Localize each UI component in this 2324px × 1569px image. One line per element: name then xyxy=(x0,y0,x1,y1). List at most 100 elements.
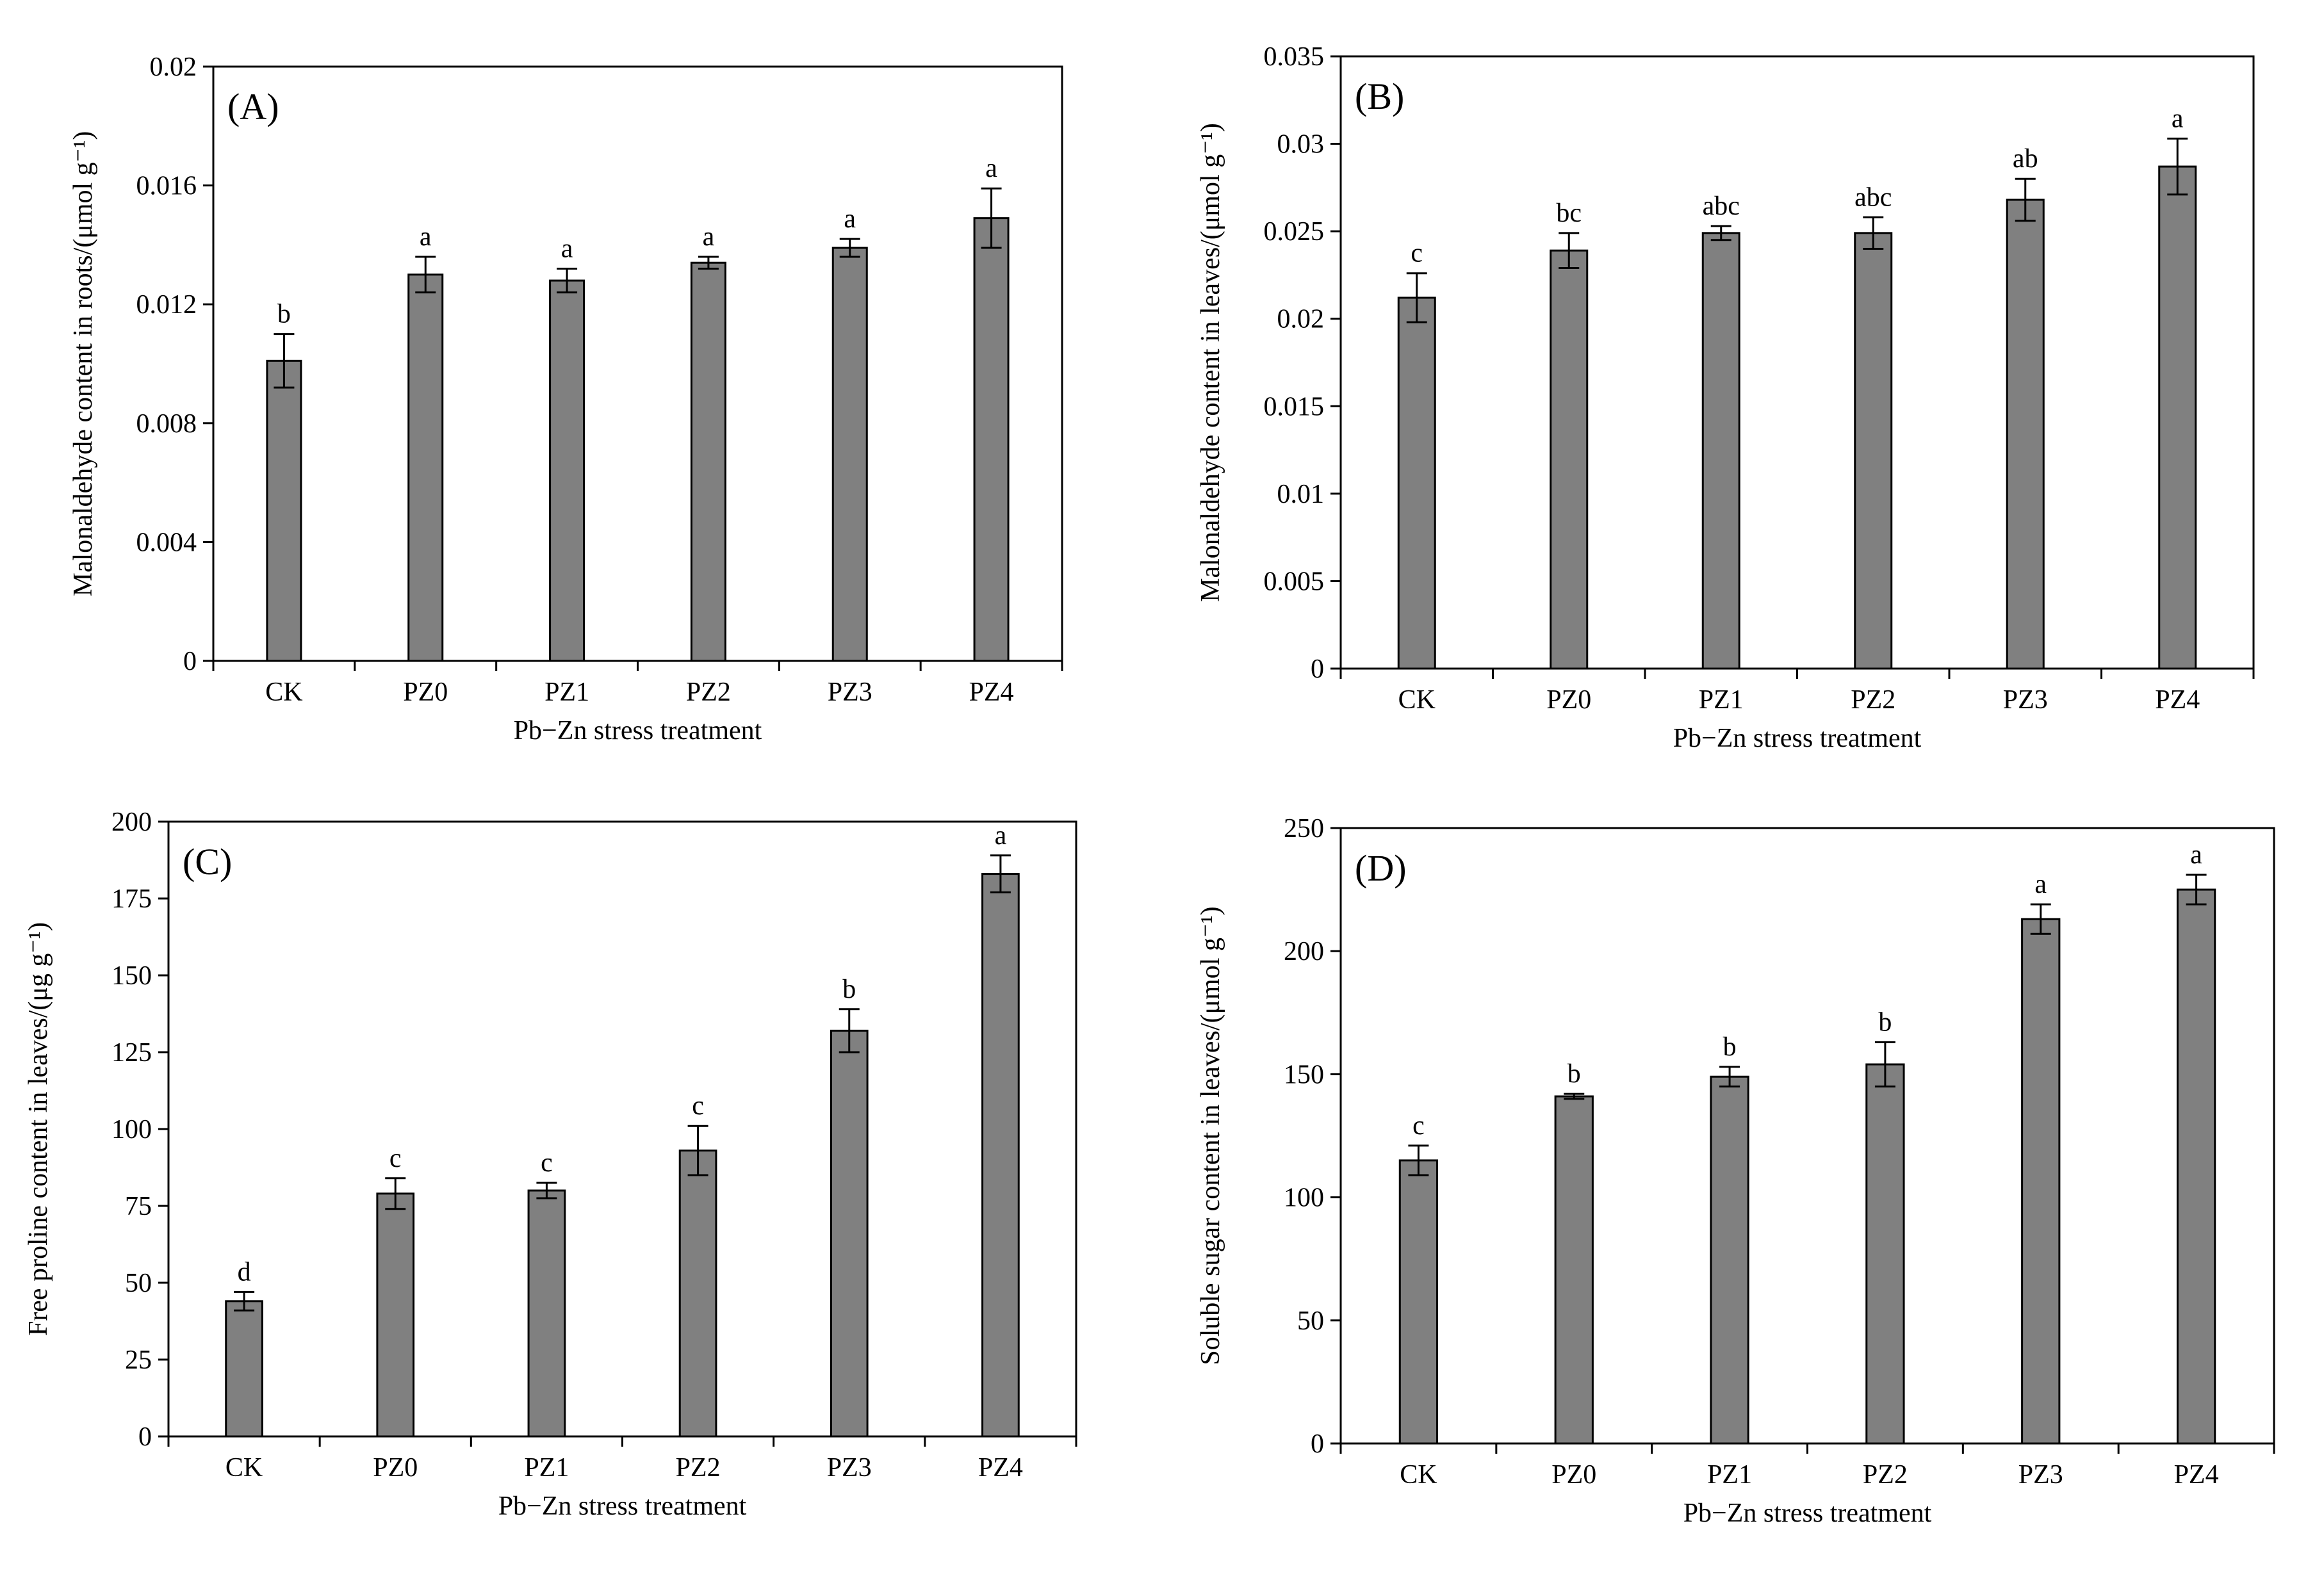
y-tick-label: 0.02 xyxy=(1277,305,1325,334)
x-tick-label: CK xyxy=(1400,1460,1437,1490)
x-tick-label: PZ0 xyxy=(373,1453,418,1483)
bar-pz2 xyxy=(1854,232,1893,670)
x-axis-title: Pb−Zn stress treatment xyxy=(498,1492,747,1521)
y-tick-label: 175 xyxy=(111,884,152,914)
y-tick-label: 0 xyxy=(138,1422,152,1452)
y-tick-label: 100 xyxy=(111,1115,152,1144)
x-tick-label: PZ0 xyxy=(1551,1460,1596,1490)
bar-pz3 xyxy=(2021,918,2061,1445)
y-tick-label: 75 xyxy=(125,1192,152,1221)
y-tick-label: 25 xyxy=(125,1345,152,1375)
significance-letter: c xyxy=(389,1144,402,1173)
bar-pz3 xyxy=(2006,199,2045,670)
y-tick-label: 0.02 xyxy=(150,53,197,82)
x-tick-label: CK xyxy=(225,1453,263,1483)
significance-letter: a xyxy=(2172,104,2184,133)
bar-ck xyxy=(1397,297,1436,670)
plot-frame xyxy=(1339,827,2275,1445)
x-tick-label: PZ1 xyxy=(1707,1460,1752,1490)
x-tick-label: PZ2 xyxy=(686,678,731,707)
panel-label: (A) xyxy=(227,86,279,127)
y-tick-label: 0 xyxy=(183,647,197,676)
x-tick-label: PZ1 xyxy=(1699,685,1744,715)
y-axis-title: Free proline content in leaves/(μg g⁻¹) xyxy=(24,922,53,1336)
y-tick-label: 0.004 xyxy=(136,528,197,557)
bar-pz2 xyxy=(678,1150,717,1438)
bar-pz0 xyxy=(407,273,444,662)
x-axis-title: Pb−Zn stress treatment xyxy=(514,716,762,745)
significance-letter: a xyxy=(995,821,1007,850)
y-tick-label: 0 xyxy=(1311,1429,1324,1459)
x-tick-label: PZ3 xyxy=(2003,685,2048,715)
bar-pz0 xyxy=(1550,249,1589,670)
x-axis-title: Pb−Zn stress treatment xyxy=(1673,724,1922,753)
y-tick-label: 0.012 xyxy=(136,290,197,320)
significance-letter: b xyxy=(1567,1059,1581,1089)
y-tick-label: 0.03 xyxy=(1277,130,1325,159)
bar-ck xyxy=(1398,1159,1439,1445)
bar-pz2 xyxy=(690,261,726,662)
panel-label: (B) xyxy=(1355,76,1404,117)
bar-pz1 xyxy=(527,1189,566,1438)
significance-letter: c xyxy=(692,1091,704,1121)
plot-frame xyxy=(212,65,1063,662)
significance-letter: a xyxy=(561,234,573,264)
x-tick-label: PZ3 xyxy=(828,678,872,707)
significance-letter: a xyxy=(844,204,856,234)
bar-pz0 xyxy=(376,1192,415,1438)
bar-ck xyxy=(225,1300,263,1438)
x-tick-label: PZ1 xyxy=(524,1453,569,1483)
y-tick-label: 125 xyxy=(111,1038,152,1068)
y-tick-label: 0.035 xyxy=(1264,42,1325,72)
y-tick-label: 0.016 xyxy=(136,172,197,201)
y-tick-label: 50 xyxy=(125,1269,152,1298)
significance-letter: b xyxy=(277,300,291,329)
y-tick-label: 100 xyxy=(1284,1183,1324,1213)
y-tick-label: 200 xyxy=(1284,937,1324,966)
y-tick-label: 0.008 xyxy=(136,409,197,439)
y-tick-label: 150 xyxy=(111,961,152,991)
significance-letter: b xyxy=(842,975,856,1004)
panel-label: (C) xyxy=(183,841,232,882)
x-tick-label: PZ4 xyxy=(978,1453,1023,1483)
x-tick-label: PZ2 xyxy=(1851,685,1895,715)
significance-letter: c xyxy=(1412,1111,1425,1141)
y-tick-label: 0.015 xyxy=(1264,392,1325,421)
significance-letter: d xyxy=(238,1257,251,1287)
bar-pz1 xyxy=(1710,1075,1749,1445)
bar-pz1 xyxy=(1701,232,1740,670)
bar-pz4 xyxy=(2158,165,2197,670)
x-tick-label: PZ2 xyxy=(676,1453,721,1483)
significance-letter: c xyxy=(541,1148,553,1178)
x-tick-label: PZ3 xyxy=(827,1453,872,1483)
x-tick-label: CK xyxy=(1398,685,1436,715)
x-tick-label: PZ4 xyxy=(969,678,1014,707)
y-tick-label: 0 xyxy=(1311,654,1324,684)
x-tick-label: PZ0 xyxy=(403,678,448,707)
x-tick-label: PZ4 xyxy=(2155,685,2200,715)
significance-letter: a xyxy=(420,222,432,252)
chart-panel-b: 0 0.005 0.01 0.015 0.02 0.025 0.03 0.035 c CK bc PZ… xyxy=(1196,42,2255,753)
y-tick-label: 0.01 xyxy=(1277,480,1325,509)
bar-pz4 xyxy=(981,873,1020,1438)
y-tick-label: 0.005 xyxy=(1264,567,1325,596)
chart-panel-d: 0 50 100 150 200 250 c CK b PZ0 b PZ1 b PZ2 a PZ3 a PZ4 Pb… xyxy=(1196,814,2275,1528)
y-tick-label: 200 xyxy=(111,808,152,837)
plot-frame xyxy=(167,820,1077,1438)
bar-pz3 xyxy=(830,1029,869,1438)
significance-letter: a xyxy=(985,154,997,183)
x-axis-title: Pb−Zn stress treatment xyxy=(1683,1499,1932,1528)
bar-pz4 xyxy=(2176,888,2216,1445)
significance-letter: b xyxy=(1723,1032,1737,1062)
significance-letter: b xyxy=(1878,1007,1892,1037)
x-tick-label: PZ3 xyxy=(2018,1460,2063,1490)
significance-letter: abc xyxy=(1854,183,1892,212)
bar-pz1 xyxy=(549,279,585,662)
significance-letter: a xyxy=(703,222,715,252)
x-tick-label: PZ0 xyxy=(1546,685,1591,715)
significance-letter: c xyxy=(1411,239,1423,268)
plot-frame xyxy=(1339,55,2255,670)
y-axis-title: Malonaldehyde content in leaves/(μmol g⁻… xyxy=(1196,123,1225,602)
chart-panel-a: 0 0.004 0.008 0.012 0.016 0.02 b CK a PZ0 a PZ1 a PZ2… xyxy=(69,53,1063,745)
